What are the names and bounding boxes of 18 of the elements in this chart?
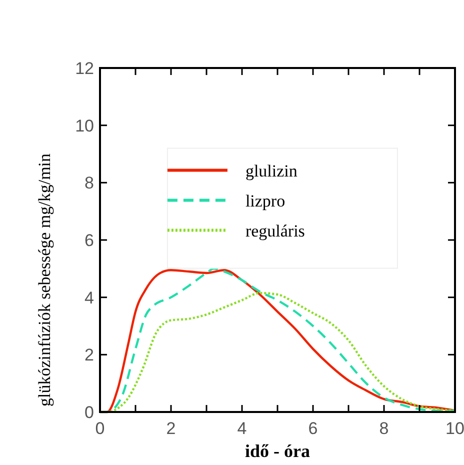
- y-tick-label: 4: [84, 288, 94, 308]
- line-series: [110, 292, 456, 414]
- x-tick-label: 10: [446, 419, 464, 438]
- x-tick-label: 6: [308, 419, 318, 438]
- y-tick-label: 12: [75, 59, 94, 78]
- x-tick-label: 2: [166, 419, 176, 438]
- legend-label: glulizin: [245, 161, 298, 180]
- y-tick-label: 0: [84, 403, 94, 422]
- y-tick-label: 8: [84, 174, 94, 193]
- x-tick-label: 8: [379, 419, 389, 438]
- y-tick-label: 10: [75, 116, 94, 136]
- y-tick-label: 2: [84, 346, 94, 365]
- legend-label: reguláris: [245, 221, 305, 240]
- x-tick-label: 4: [237, 419, 247, 438]
- x-axis-title: idő - óra: [245, 441, 310, 461]
- legend-label: lizpro: [245, 191, 286, 210]
- y-axis-title: glükózinfúziók sebessége mg/kg/min: [35, 152, 54, 407]
- y-tick-label: 6: [84, 231, 94, 250]
